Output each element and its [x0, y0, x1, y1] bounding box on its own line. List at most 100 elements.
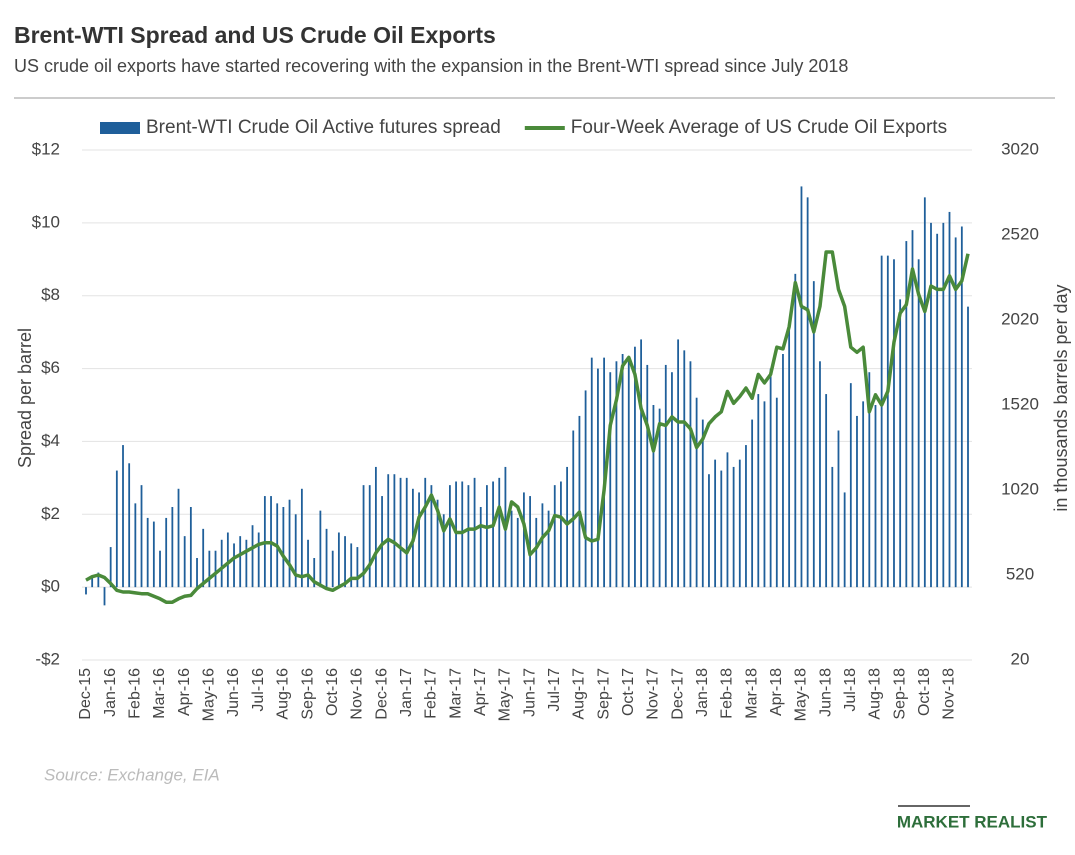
- bar: [122, 445, 124, 588]
- bar: [208, 550, 211, 588]
- bar: [461, 481, 464, 588]
- bar: [313, 558, 316, 588]
- bar: [115, 470, 118, 588]
- y-tick-label: -$2: [35, 649, 60, 668]
- x-tick-label: Jul-16: [250, 668, 267, 712]
- bar: [282, 507, 285, 588]
- bar: [109, 547, 112, 588]
- bar: [732, 466, 735, 588]
- brand: MARKET REALIST: [897, 812, 1048, 831]
- bar: [745, 445, 747, 588]
- x-tick-label: Jul-18: [842, 668, 859, 712]
- bar: [387, 474, 390, 588]
- x-tick-label: Oct-18: [916, 668, 933, 716]
- bar: [85, 587, 87, 595]
- y-tick-label: $8: [41, 285, 60, 304]
- bar: [553, 485, 556, 588]
- bar: [319, 510, 322, 588]
- bar: [245, 539, 248, 588]
- bar: [837, 430, 840, 588]
- bar: [609, 372, 612, 588]
- bar: [751, 419, 754, 588]
- bar: [492, 481, 494, 588]
- bar: [560, 481, 562, 588]
- bar: [664, 364, 667, 588]
- bar: [782, 354, 784, 588]
- bar: [146, 517, 149, 588]
- bar: [849, 383, 852, 588]
- bar: [714, 459, 717, 588]
- bar: [936, 233, 939, 588]
- bar: [331, 550, 334, 588]
- bar: [640, 339, 643, 588]
- x-tick-label: May-17: [497, 668, 514, 721]
- bar: [257, 532, 260, 588]
- bar: [584, 390, 587, 588]
- x-tick-label: Oct-16: [324, 668, 341, 716]
- bar: [381, 496, 383, 588]
- x-tick-label: Apr-16: [176, 668, 193, 716]
- x-tick-label: Aug-16: [275, 668, 292, 720]
- bar: [775, 397, 778, 588]
- bar: [590, 357, 593, 588]
- bar: [529, 496, 531, 588]
- x-tick-label: Sep-18: [891, 668, 908, 720]
- bar: [152, 521, 155, 588]
- bar: [634, 346, 636, 588]
- bar: [344, 536, 346, 588]
- y2-axis-title: in thousands barrels per day: [1051, 284, 1071, 511]
- bar: [140, 485, 143, 588]
- legend-swatch: [100, 122, 140, 134]
- bar: [566, 466, 568, 588]
- y2-tick-label: 3020: [1001, 139, 1039, 158]
- bar: [449, 485, 451, 588]
- bar: [572, 430, 575, 588]
- bar: [523, 492, 525, 588]
- y-tick-label: $0: [41, 577, 60, 596]
- bar: [300, 488, 303, 588]
- bar: [720, 470, 723, 588]
- bar: [708, 474, 710, 588]
- line: [85, 250, 970, 604]
- bar: [535, 517, 538, 588]
- x-tick-label: Jan-18: [694, 668, 711, 717]
- bar: [701, 419, 704, 588]
- x-tick-label: Apr-18: [768, 668, 785, 716]
- x-tick-label: Jan-16: [102, 668, 119, 717]
- bar: [294, 514, 297, 588]
- bar: [325, 528, 328, 588]
- bar: [763, 401, 766, 588]
- y-tick-label: $6: [41, 358, 60, 377]
- bar: [516, 517, 519, 588]
- bar: [917, 259, 920, 588]
- bar: [337, 532, 340, 588]
- bar: [819, 361, 821, 588]
- bar: [954, 237, 957, 588]
- bar: [424, 477, 427, 588]
- bar: [307, 539, 309, 588]
- x-tick-label: Oct-17: [620, 668, 637, 716]
- bar: [479, 507, 482, 588]
- bar: [942, 222, 945, 588]
- bar: [393, 474, 396, 588]
- bar: [183, 536, 186, 588]
- bar: [812, 281, 815, 588]
- bar: [430, 485, 433, 588]
- bar: [967, 306, 969, 588]
- bar: [159, 550, 161, 588]
- x-tick-label: Feb-18: [719, 668, 736, 719]
- bar: [220, 539, 223, 588]
- legend-label: Four-Week Average of US Crude Oil Export…: [571, 117, 947, 138]
- bar: [825, 394, 828, 588]
- bar: [893, 259, 895, 588]
- bar: [794, 273, 797, 588]
- bar: [350, 543, 353, 588]
- bar: [880, 255, 883, 588]
- bar: [233, 543, 235, 588]
- bar: [368, 485, 371, 588]
- bar: [226, 532, 229, 588]
- bar: [202, 528, 205, 588]
- y2-tick-label: 2520: [1001, 224, 1039, 243]
- x-tick-label: Mar-18: [743, 668, 760, 719]
- x-tick-label: Jun-18: [817, 668, 834, 717]
